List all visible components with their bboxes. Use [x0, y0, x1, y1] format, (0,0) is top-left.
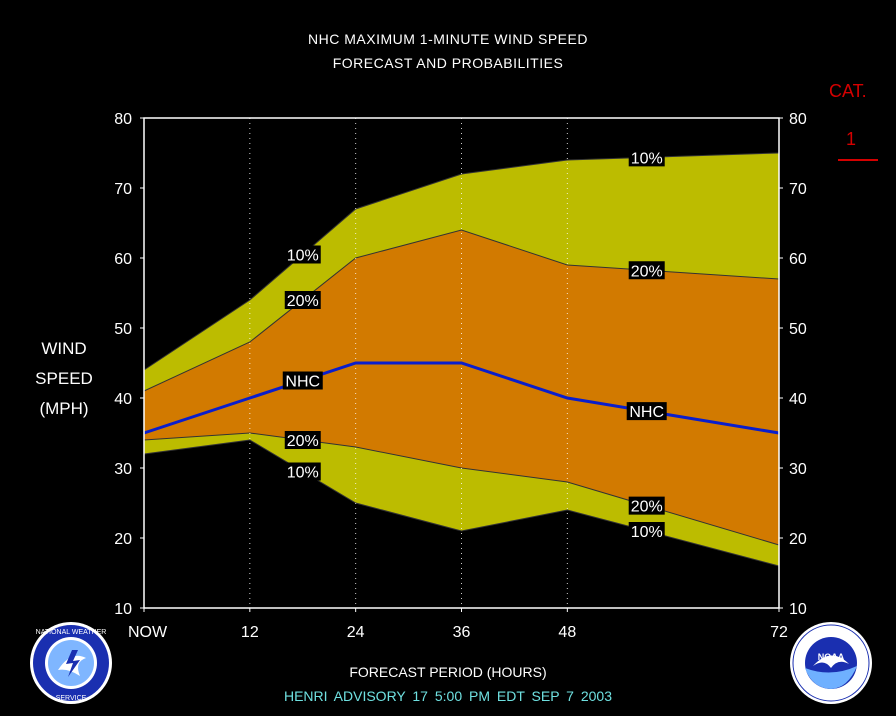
x-axis-label: FORECAST PERIOD (HOURS) — [349, 664, 547, 680]
x-tick-label: 48 — [558, 624, 576, 641]
y-tick-label-left: 10 — [114, 601, 132, 618]
y-tick-label-left: 20 — [114, 531, 132, 548]
y-tick-label-right: 80 — [789, 111, 807, 128]
series-label: 20% — [631, 499, 663, 516]
series-line-lower-10pct — [143, 439, 780, 567]
y-tick-label-right: 20 — [789, 531, 807, 548]
series-label: 10% — [287, 465, 319, 482]
y-tick-label-left: 30 — [114, 461, 132, 478]
x-tick-label: 12 — [241, 624, 259, 641]
svg-text:SERVICE: SERVICE — [56, 695, 87, 702]
series-label-box — [628, 148, 665, 167]
y-tick-label-left: 80 — [114, 111, 132, 128]
x-tick-label: 24 — [347, 624, 365, 641]
series-label: NHC — [629, 404, 664, 421]
y-tick-label-left: 60 — [114, 251, 132, 268]
y-tick-label-right: 70 — [789, 181, 807, 198]
x-tick-label: 72 — [770, 624, 788, 641]
series-label: 10% — [631, 524, 663, 541]
y-tick-label-left: 50 — [114, 321, 132, 338]
series-label: 10% — [631, 150, 663, 167]
series-label-box — [628, 496, 665, 515]
series-label-box — [628, 261, 665, 280]
category-value: 1 — [846, 129, 857, 149]
series-label-box — [626, 402, 667, 421]
series-label-box — [282, 371, 323, 390]
nhc-forecast-line — [143, 361, 780, 435]
series-line-upper-20pct — [143, 229, 780, 392]
series-line-lower-20pct — [143, 432, 780, 546]
category-label: CAT. — [829, 81, 867, 101]
y-tick-label-left: 70 — [114, 181, 132, 198]
series-label: 10% — [287, 248, 319, 265]
category-line — [838, 159, 878, 161]
y-tick-label-right: 30 — [789, 461, 807, 478]
series-line-upper-10pct — [143, 152, 780, 371]
chart-subtitle: FORECAST AND PROBABILITIES — [332, 55, 564, 71]
y-axis-label-line1: WIND — [41, 339, 87, 358]
noaa-seal-icon: NOAA — [788, 620, 874, 711]
advisory-text: HENRI ADVISORY 17 5:00 PM EDT SEP 7 2003 — [283, 688, 612, 704]
chart-title: NHC MAXIMUM 1-MINUTE WIND SPEED — [308, 31, 588, 47]
x-tick-label: NOW — [128, 624, 168, 641]
series-label: 20% — [287, 293, 319, 310]
series-label-box — [284, 462, 321, 481]
y-axis-label-line2: SPEED — [35, 369, 93, 388]
nws-seal-icon: NATIONAL WEATHER SERVICE — [28, 620, 114, 711]
y-tick-label-left: 40 — [114, 391, 132, 408]
series-label: NHC — [285, 374, 320, 391]
svg-text:NATIONAL WEATHER: NATIONAL WEATHER — [36, 629, 107, 636]
y-axis-label-line3: (MPH) — [39, 399, 89, 418]
y-tick-label-right: 40 — [789, 391, 807, 408]
series-label-box — [628, 522, 665, 540]
series-label: 20% — [287, 433, 319, 450]
x-tick-label: 36 — [453, 624, 471, 641]
svg-text:NOAA: NOAA — [818, 652, 845, 662]
series-label-box — [284, 291, 321, 309]
y-tick-label-right: 60 — [789, 251, 807, 268]
y-tick-label-right: 50 — [789, 321, 807, 338]
y-tick-label-right: 10 — [789, 601, 807, 618]
series-label: 20% — [631, 263, 663, 280]
series-label-box — [284, 245, 321, 264]
series-label-box — [284, 431, 321, 449]
